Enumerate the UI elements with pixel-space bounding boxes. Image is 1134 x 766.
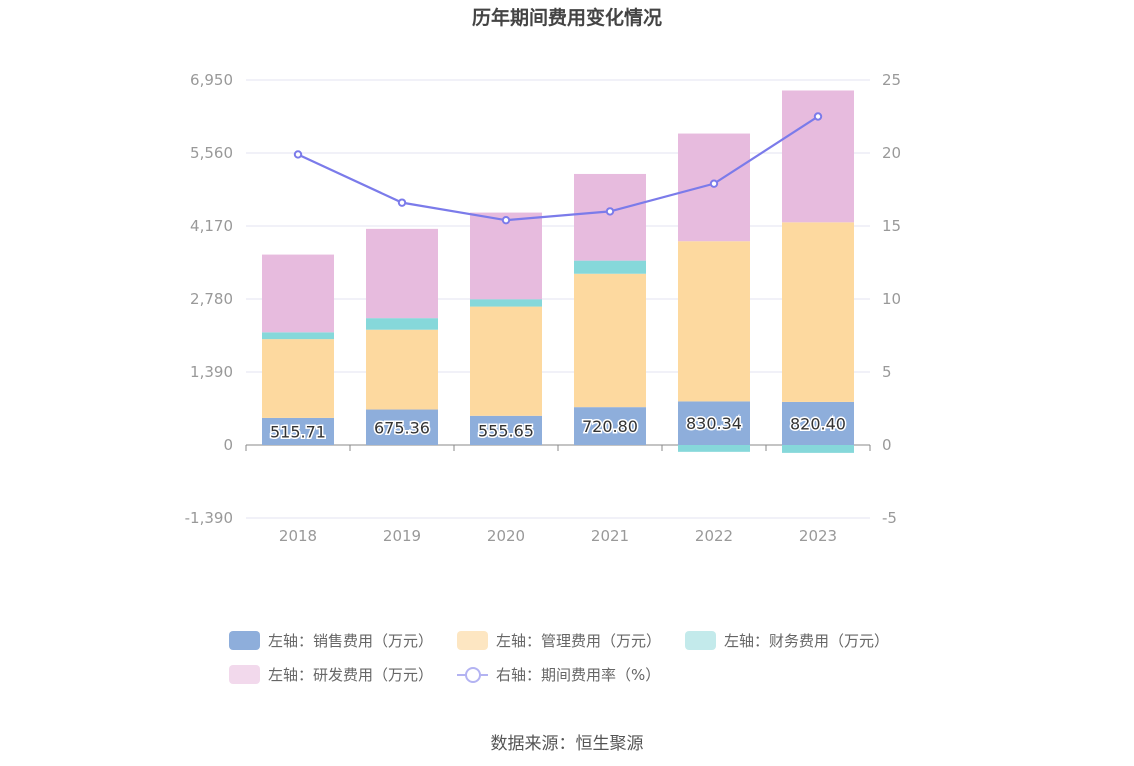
left-tick-label: 6,950 xyxy=(190,71,233,89)
bar-sales xyxy=(574,407,646,445)
bar-admin xyxy=(782,222,854,402)
bar-admin xyxy=(262,339,334,418)
bar-data-label: 830.34 xyxy=(686,414,742,433)
bar-data-labels: 515.71 675.36 555.65 720.80 830.34 820.40 xyxy=(269,413,848,443)
x-tick-label: 2018 xyxy=(279,527,317,545)
legend-swatch-rate xyxy=(457,665,489,684)
left-axis-ticks: -1,390 0 1,390 2,780 4,170 5,560 6,950 xyxy=(185,71,233,527)
grid-lines xyxy=(246,79,870,519)
bar-finance xyxy=(262,332,334,340)
bar-sales xyxy=(782,401,854,445)
x-tick-label: 2022 xyxy=(695,527,733,545)
legend-label-finance: 左轴：财务费用（万元） xyxy=(724,632,890,650)
legend-row-2: 左轴：研发费用（万元） 右轴：期间费用率（%） xyxy=(229,664,684,685)
bar-data-label: 820.40 xyxy=(790,414,846,433)
bar-finance xyxy=(470,299,542,307)
left-tick-label: 2,780 xyxy=(190,290,233,308)
left-tick-label: 0 xyxy=(223,436,233,454)
legend-item-sales[interactable]: 左轴：销售费用（万元） xyxy=(229,630,433,651)
x-tick-label: 2023 xyxy=(799,527,837,545)
bar-rd xyxy=(782,90,854,223)
rate-line-series xyxy=(293,112,823,225)
legend-swatch-rd xyxy=(229,665,260,684)
bar-rd xyxy=(574,173,646,261)
left-tick-label: 4,170 xyxy=(190,217,233,235)
bar-admin xyxy=(678,241,750,402)
bar-finance xyxy=(574,260,646,274)
right-tick-label: 25 xyxy=(882,71,901,89)
bar-sales xyxy=(678,401,750,445)
left-tick-label: 1,390 xyxy=(190,363,233,381)
bar-sales xyxy=(470,415,542,445)
bar-data-label: 675.36 xyxy=(374,418,430,437)
rate-point xyxy=(293,150,303,159)
x-axis: 2018 2019 2020 2021 2022 2023 xyxy=(245,444,871,545)
bar-sales xyxy=(366,409,438,445)
rate-point xyxy=(709,179,719,188)
bar-admin xyxy=(366,329,438,410)
right-tick-label: 15 xyxy=(882,217,901,235)
legend-item-finance[interactable]: 左轴：财务费用（万元） xyxy=(685,630,889,651)
right-tick-label: 10 xyxy=(882,290,901,308)
bar-rd xyxy=(470,212,542,300)
bar-data-label: 515.71 xyxy=(270,422,326,441)
legend-row-1: 左轴：销售费用（万元） 左轴：管理费用（万元） 左轴：财务费用（万元） xyxy=(229,630,913,651)
bar-data-label: 720.80 xyxy=(582,417,638,436)
rate-point xyxy=(605,207,615,216)
legend-item-admin[interactable]: 左轴：管理费用（万元） xyxy=(457,630,661,651)
left-tick-label: -1,390 xyxy=(185,509,233,527)
legend-swatch-admin xyxy=(457,631,489,650)
legend-item-rate[interactable]: 右轴：期间费用率（%） xyxy=(457,664,660,685)
data-source: 数据来源：恒生聚源 xyxy=(490,734,644,754)
legend-label-rate: 右轴：期间费用率（%） xyxy=(496,666,661,684)
bar-sales xyxy=(262,417,334,445)
legend-label-sales: 左轴：销售费用（万元） xyxy=(268,632,434,650)
rate-point xyxy=(501,215,511,225)
bar-series xyxy=(262,90,854,453)
legend-item-rd[interactable]: 左轴：研发费用（万元） xyxy=(229,664,433,685)
bar-data-label: 555.65 xyxy=(478,421,534,440)
x-tick-label: 2020 xyxy=(487,527,525,545)
right-tick-label: 0 xyxy=(882,436,892,454)
bar-rd xyxy=(262,254,334,333)
rate-point xyxy=(397,198,407,207)
right-tick-label: -5 xyxy=(882,509,897,527)
rate-point xyxy=(813,112,823,121)
bar-finance xyxy=(678,445,750,452)
right-tick-label: 5 xyxy=(882,363,892,381)
rate-line xyxy=(297,115,819,222)
bar-admin xyxy=(470,306,542,416)
x-tick-label: 2019 xyxy=(383,527,421,545)
x-tick-label: 2021 xyxy=(591,527,629,545)
bar-finance xyxy=(782,445,854,453)
bar-finance xyxy=(366,318,438,330)
legend-label-rd: 左轴：研发费用（万元） xyxy=(268,666,434,684)
right-axis-ticks: -5 0 5 10 15 20 25 xyxy=(882,71,901,527)
bar-admin xyxy=(574,273,646,408)
legend-swatch-finance xyxy=(685,631,717,650)
legend-label-admin: 左轴：管理费用（万元） xyxy=(496,632,662,650)
legend-swatch-sales xyxy=(229,631,260,650)
right-tick-label: 20 xyxy=(882,144,901,162)
chart-title: 历年期间费用变化情况 xyxy=(471,7,662,29)
left-tick-label: 5,560 xyxy=(190,144,233,162)
bar-rd xyxy=(366,228,438,319)
